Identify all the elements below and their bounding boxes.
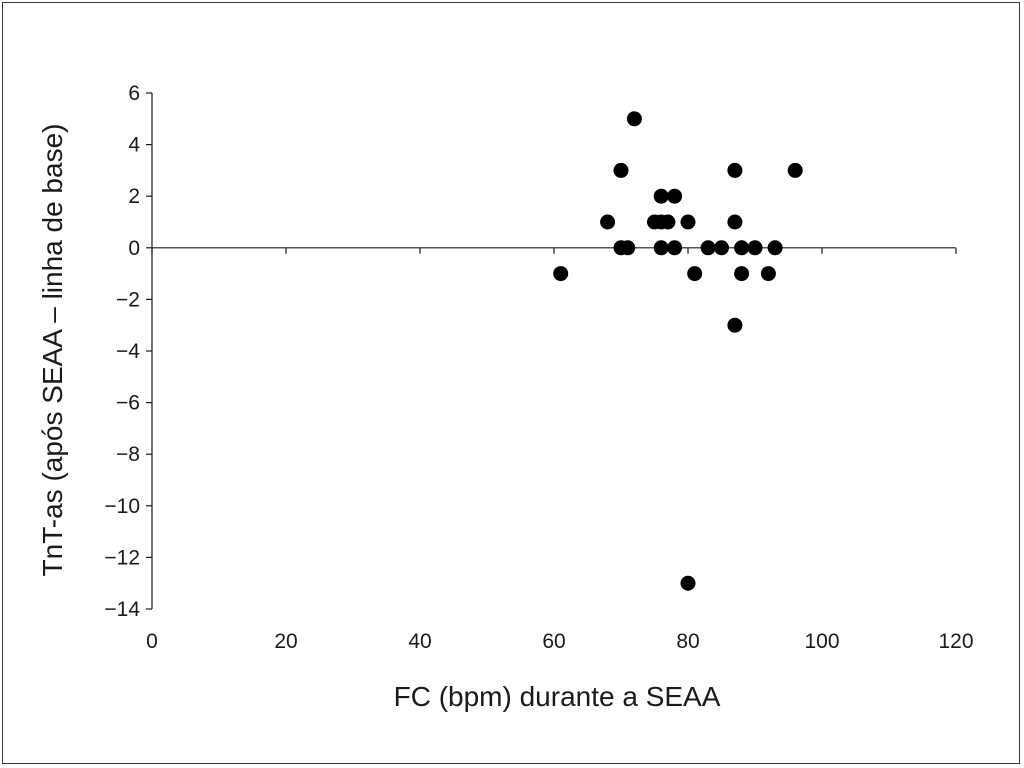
data-point <box>667 188 683 204</box>
data-point <box>727 162 743 178</box>
y-axis-title: TnT-as (após SEAA – linha de base) <box>37 124 68 577</box>
y-tick-label: −6 <box>116 392 140 415</box>
data-point <box>626 111 642 127</box>
data-point <box>727 214 743 230</box>
x-tick-label: 0 <box>146 630 158 653</box>
data-point <box>727 317 743 333</box>
y-tick-label: 2 <box>128 185 140 208</box>
data-point <box>747 240 763 256</box>
y-tick-label: −12 <box>104 546 140 569</box>
y-tick-label: 6 <box>128 82 140 105</box>
data-point <box>700 240 716 256</box>
data-point <box>734 266 750 282</box>
y-tick-label: −10 <box>104 495 140 518</box>
y-tick-label: 0 <box>128 237 140 260</box>
x-axis-title: FC (bpm) durante a SEAA <box>394 681 721 712</box>
data-point <box>760 266 776 282</box>
y-tick-label: −4 <box>116 340 140 363</box>
y-tick-label: −8 <box>116 443 140 466</box>
data-point <box>600 214 616 230</box>
x-tick-label: 60 <box>542 630 565 653</box>
y-tick-label: −14 <box>104 598 140 621</box>
x-tick-label: 120 <box>938 630 973 653</box>
data-point <box>680 214 696 230</box>
y-tick-label: 4 <box>128 134 140 157</box>
x-tick-label: 100 <box>804 630 839 653</box>
x-tick-label: 80 <box>676 630 699 653</box>
x-tick-label: 40 <box>408 630 431 653</box>
data-point <box>653 240 669 256</box>
data-point <box>714 240 729 256</box>
data-points <box>553 111 803 591</box>
data-point <box>787 162 803 178</box>
data-point <box>680 575 696 591</box>
x-tick-label: 20 <box>274 630 297 653</box>
data-point <box>613 162 629 178</box>
data-point <box>767 240 783 256</box>
data-point <box>660 214 676 230</box>
data-point <box>687 266 703 282</box>
data-point <box>734 240 750 256</box>
data-point <box>553 266 569 282</box>
data-point <box>653 188 669 204</box>
data-point <box>667 240 683 256</box>
data-point <box>620 240 636 256</box>
y-tick-label: −2 <box>116 288 140 311</box>
